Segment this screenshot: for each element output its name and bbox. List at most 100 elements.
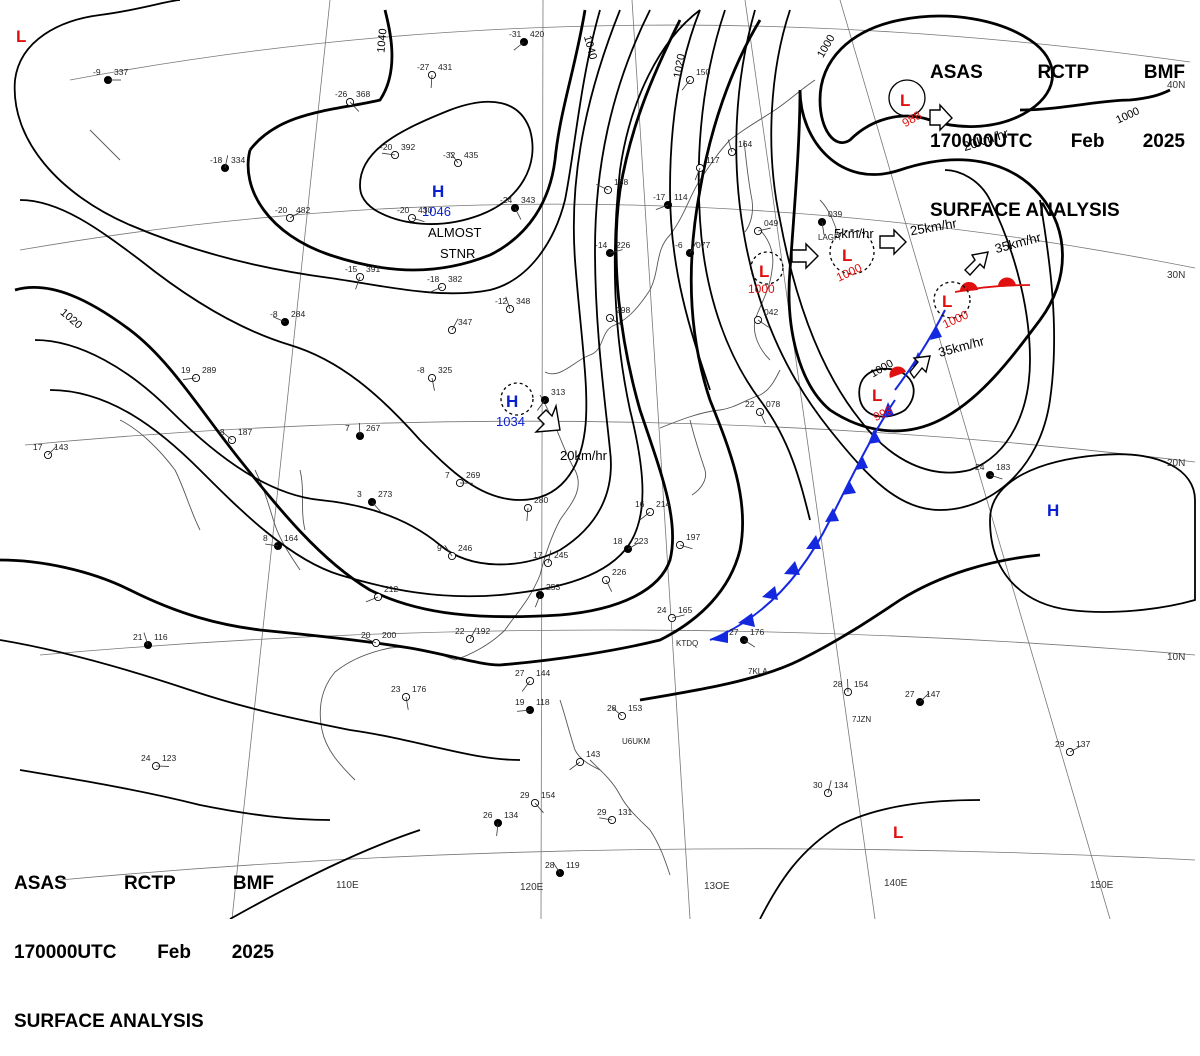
header-agency-row: ASAS RCTP BMF [930, 61, 1185, 84]
low-symbol: L [759, 262, 769, 281]
station-plot: 226 [602, 567, 626, 592]
low-symbol: L [872, 386, 882, 405]
station-pressure: 347 [458, 317, 472, 327]
station-temperature: 27 [515, 668, 525, 678]
station-temperature: 19 [515, 697, 525, 707]
station-plot: 143 [570, 749, 601, 770]
station-temperature: -8 [417, 365, 425, 375]
header-month: Feb [1071, 130, 1105, 153]
arrow-icon [792, 244, 818, 268]
header-agency: ASAS [930, 61, 983, 84]
station-plot: 188 [596, 177, 628, 194]
station-pressure: 119 [566, 860, 580, 870]
station-temperature: -31 [509, 29, 522, 39]
station-pressure: 343 [521, 195, 535, 205]
station-pressure: 188 [614, 177, 628, 187]
station-temperature: 18 [613, 536, 623, 546]
ship-id: 7KLA [748, 667, 768, 676]
station-pressure: 280 [534, 495, 548, 505]
station-temperature: -6 [675, 240, 683, 250]
speed-label: 35km/hr [937, 333, 987, 360]
station-plot: 313 [537, 387, 565, 411]
header-year: 2025 [232, 941, 274, 964]
station-plot: 253 [535, 582, 560, 607]
station-pressure: 368 [356, 89, 370, 99]
longitude-label: 150E [1090, 880, 1114, 891]
station-temperature: 7 [345, 423, 350, 433]
station-temperature: -18 [210, 155, 223, 165]
latitude-label: 20N [1167, 458, 1185, 469]
station-pressure: 131 [618, 807, 632, 817]
station-temperature: -15 [345, 264, 358, 274]
arrow-icon [965, 252, 988, 275]
station-pressure: 134 [504, 810, 518, 820]
station-pressure: 214 [656, 499, 670, 509]
station-pressure: 116 [154, 632, 168, 642]
station-temperature: 29 [1055, 739, 1065, 749]
station-temperature: -20 [397, 205, 410, 215]
station-plot: 347 [448, 317, 472, 334]
header-agency: ASAS [14, 872, 67, 895]
longitude-label: 13OE [704, 881, 730, 892]
station-pressure: 147 [926, 689, 940, 699]
coastlines [90, 80, 840, 875]
station-temperature: -8 [217, 427, 225, 437]
station-temperature: 17 [33, 442, 43, 452]
low-value: 1000 [834, 260, 864, 284]
station-pressure: 246 [458, 543, 472, 553]
wind-barb-icon [537, 400, 545, 411]
station-temperature: -20 [380, 142, 393, 152]
warm-front [889, 278, 1030, 378]
station-temperature: 16 [635, 499, 645, 509]
station-pressure: 226 [616, 240, 630, 250]
wind-barb-icon [682, 80, 690, 90]
stationary-note: STNR [440, 246, 475, 261]
header-product: BMF [1144, 61, 1185, 84]
station-pressure: 245 [554, 550, 568, 560]
station-pressure: 123 [162, 753, 176, 763]
station-pressure: 435 [464, 150, 478, 160]
stationary-note: ALMOST [428, 225, 482, 240]
ship-id: U6UKM [622, 737, 650, 746]
station-pressure: 313 [551, 387, 565, 397]
isobar-label: 1040 [375, 28, 389, 53]
latitude-label: 30N [1167, 270, 1185, 281]
station-plot: 164 [728, 139, 752, 156]
station-plot: -8 325 [417, 365, 452, 391]
station-pressure: 114 [674, 192, 688, 202]
station-temperature: -27 [417, 62, 430, 72]
arrow-icon [880, 230, 906, 254]
header-agency-row: ASAS RCTP BMF [14, 872, 274, 895]
station-pressure: 134 [834, 780, 848, 790]
station-pressure: 337 [114, 67, 128, 77]
station-pressure: 325 [438, 365, 452, 375]
high-symbol: H [1047, 501, 1059, 520]
station-temperature: 22 [745, 399, 755, 409]
isobar-label: 1020 [672, 53, 688, 79]
